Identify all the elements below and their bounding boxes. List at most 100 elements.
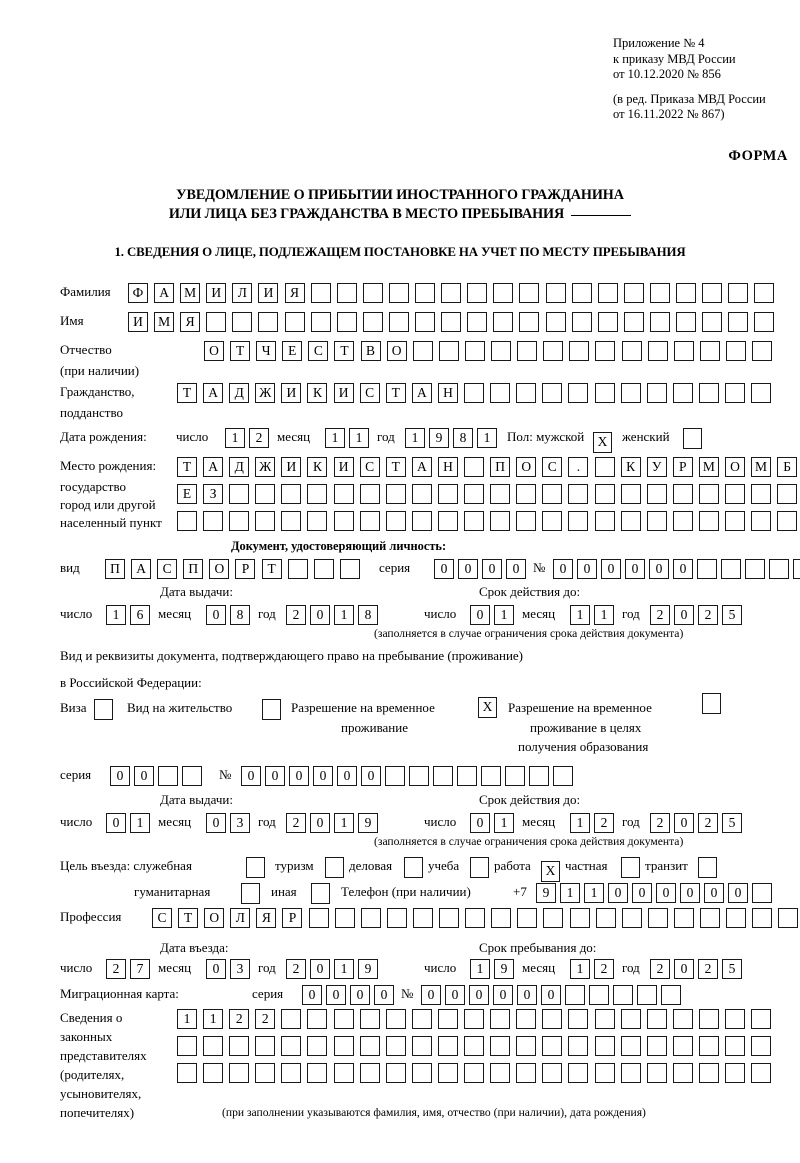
char-cell[interactable]: 0 <box>704 883 724 903</box>
char-cell[interactable] <box>646 1009 667 1029</box>
purpose-humanitarian-checkbox[interactable] <box>241 883 260 904</box>
char-cell[interactable]: Д <box>229 457 250 477</box>
char-cell[interactable]: 0 <box>206 605 226 625</box>
char-cell[interactable] <box>385 766 405 786</box>
char-cell[interactable] <box>595 341 616 361</box>
char-cell[interactable]: 0 <box>310 605 330 625</box>
char-cell[interactable] <box>433 766 453 786</box>
char-cell[interactable]: 0 <box>482 559 502 579</box>
char-cell[interactable] <box>777 484 798 504</box>
char-cell[interactable] <box>255 484 276 504</box>
char-cell[interactable] <box>571 283 592 303</box>
char-cell[interactable] <box>589 985 609 1005</box>
char-cell[interactable] <box>529 766 549 786</box>
char-cell[interactable] <box>281 511 302 531</box>
char-cell[interactable]: 7 <box>130 959 150 979</box>
char-cell[interactable]: 8 <box>358 605 378 625</box>
char-cell[interactable]: 0 <box>458 559 478 579</box>
char-cell[interactable]: 1 <box>560 883 580 903</box>
char-cell[interactable]: 0 <box>445 985 465 1005</box>
char-cell[interactable] <box>646 383 667 403</box>
char-cell[interactable]: 2 <box>650 813 670 833</box>
char-cell[interactable]: Т <box>178 908 199 928</box>
char-cell[interactable] <box>620 511 641 531</box>
char-cell[interactable] <box>359 1036 380 1056</box>
char-cell[interactable] <box>362 312 383 332</box>
char-cell[interactable] <box>702 312 723 332</box>
char-cell[interactable] <box>232 312 253 332</box>
char-cell[interactable] <box>698 484 719 504</box>
char-cell[interactable]: 1 <box>177 1009 197 1029</box>
char-cell[interactable] <box>177 1036 197 1056</box>
char-cell[interactable]: Р <box>235 559 256 579</box>
char-cell[interactable] <box>457 766 477 786</box>
char-cell[interactable]: К <box>307 383 328 403</box>
char-cell[interactable] <box>725 341 746 361</box>
char-cell[interactable] <box>751 484 772 504</box>
char-cell[interactable] <box>203 1063 224 1083</box>
char-cell[interactable] <box>594 383 615 403</box>
char-cell[interactable] <box>412 341 433 361</box>
char-cell[interactable] <box>620 484 641 504</box>
char-cell[interactable] <box>672 1063 693 1083</box>
purpose-study-checkbox[interactable] <box>470 857 489 878</box>
char-cell[interactable] <box>439 908 460 928</box>
char-cell[interactable]: Ж <box>255 383 276 403</box>
char-cell[interactable]: П <box>105 559 125 579</box>
char-cell[interactable] <box>724 1036 745 1056</box>
char-cell[interactable] <box>545 312 566 332</box>
char-cell[interactable]: 0 <box>632 883 652 903</box>
char-cell[interactable]: 9 <box>494 959 514 979</box>
char-cell[interactable] <box>255 1063 276 1083</box>
char-cell[interactable] <box>516 484 537 504</box>
char-cell[interactable] <box>568 1036 589 1056</box>
char-cell[interactable]: М <box>154 312 175 332</box>
char-cell[interactable] <box>333 1036 354 1056</box>
char-cell[interactable]: 0 <box>326 985 346 1005</box>
char-cell[interactable]: 3 <box>230 813 250 833</box>
char-cell[interactable]: 3 <box>230 959 250 979</box>
char-cell[interactable]: Р <box>672 457 693 477</box>
char-cell[interactable] <box>754 312 775 332</box>
char-cell[interactable] <box>724 484 745 504</box>
char-cell[interactable]: Л <box>232 283 253 303</box>
char-cell[interactable] <box>158 766 178 786</box>
char-cell[interactable] <box>388 312 409 332</box>
char-cell[interactable]: И <box>281 457 302 477</box>
char-cell[interactable] <box>728 283 749 303</box>
char-cell[interactable]: 0 <box>656 883 676 903</box>
char-cell[interactable] <box>542 383 563 403</box>
char-cell[interactable] <box>594 484 615 504</box>
char-cell[interactable] <box>542 511 563 531</box>
char-cell[interactable]: О <box>209 559 230 579</box>
char-cell[interactable]: 0 <box>673 559 693 579</box>
char-cell[interactable]: П <box>183 559 204 579</box>
char-cell[interactable]: 0 <box>674 605 694 625</box>
char-cell[interactable]: 1 <box>584 883 604 903</box>
char-cell[interactable]: 1 <box>494 605 514 625</box>
char-cell[interactable] <box>333 484 354 504</box>
char-cell[interactable]: 1 <box>470 959 490 979</box>
char-cell[interactable]: 9 <box>358 813 378 833</box>
char-cell[interactable]: 0 <box>421 985 441 1005</box>
char-cell[interactable]: С <box>359 457 380 477</box>
char-cell[interactable] <box>675 312 696 332</box>
char-cell[interactable] <box>752 883 772 903</box>
char-cell[interactable] <box>333 1063 354 1083</box>
char-cell[interactable]: 2 <box>255 1009 276 1029</box>
char-cell[interactable] <box>307 484 328 504</box>
char-cell[interactable]: 0 <box>241 766 261 786</box>
char-cell[interactable]: С <box>157 559 178 579</box>
